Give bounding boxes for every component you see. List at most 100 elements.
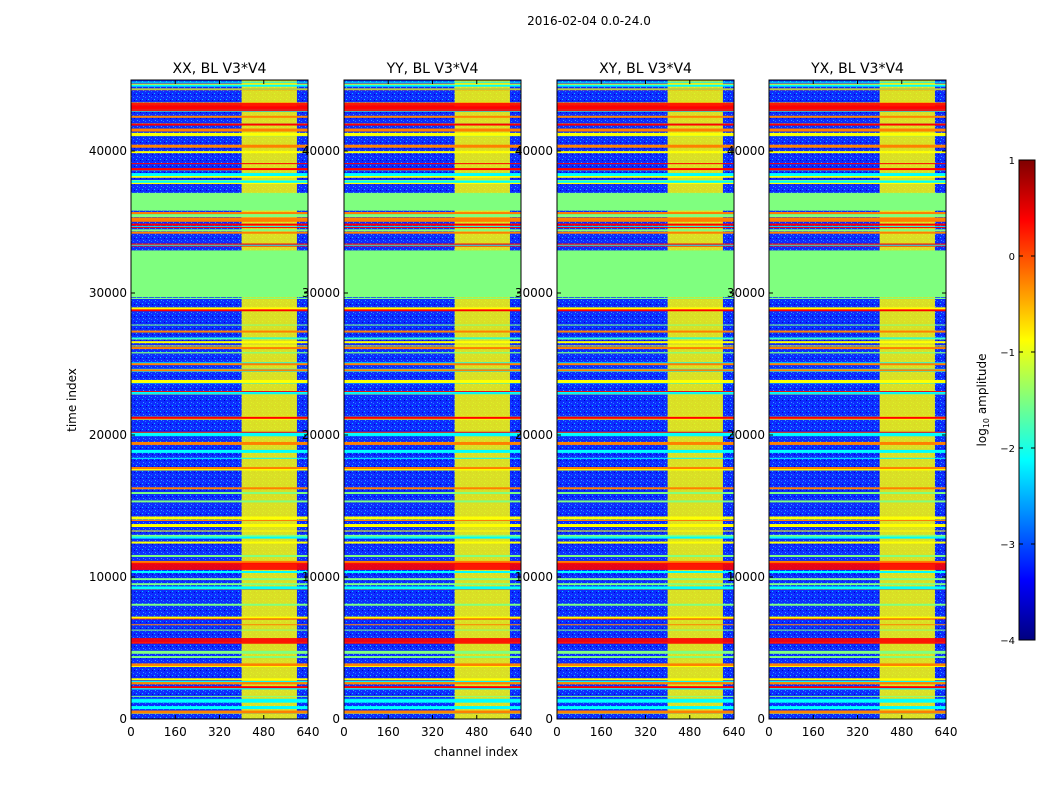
time-stripe: [131, 706, 308, 710]
time-stripe: [769, 487, 946, 490]
time-stripe: [769, 173, 946, 177]
time-stripe: [557, 650, 734, 654]
time-stripe: [769, 432, 946, 436]
time-stripe: [769, 710, 946, 714]
time-stripe: [131, 629, 308, 631]
time-stripe: [344, 650, 521, 654]
time-stripe: [557, 698, 734, 700]
x-tick-label: 640: [935, 725, 958, 739]
time-stripe: [557, 226, 734, 228]
time-stripe: [344, 123, 521, 126]
time-stripe: [769, 182, 946, 185]
high-amplitude-band: [344, 638, 521, 644]
time-stripe: [769, 431, 946, 433]
time-stripe: [131, 363, 308, 366]
time-stripe: [769, 168, 946, 171]
y-tick-label: 40000: [89, 144, 127, 158]
time-stripe: [557, 710, 734, 714]
time-stripe: [557, 457, 734, 459]
time-stripe: [344, 530, 521, 532]
time-stripe: [769, 665, 946, 667]
time-stripe: [769, 297, 946, 299]
flagged-time-range: [344, 193, 521, 211]
time-stripe: [131, 467, 308, 470]
y-tick-label: 20000: [515, 428, 553, 442]
time-stripe: [557, 182, 734, 185]
time-stripe: [557, 534, 734, 537]
time-stripe: [344, 341, 521, 344]
rfi-channel-band: [879, 80, 935, 719]
time-stripe: [769, 578, 946, 581]
time-stripe: [769, 536, 946, 539]
time-stripe: [557, 231, 734, 234]
time-stripe: [131, 487, 308, 490]
time-stripe: [131, 123, 308, 126]
time-stripe: [344, 586, 521, 590]
time-stripe: [131, 431, 308, 433]
time-stripe: [344, 324, 521, 326]
time-stripe: [557, 123, 734, 126]
time-stripe: [131, 681, 308, 685]
time-stripe: [344, 212, 521, 215]
time-stripe: [344, 457, 521, 459]
high-amplitude-band: [131, 102, 308, 112]
time-stripe: [557, 586, 734, 590]
time-stripe: [557, 687, 734, 690]
time-stripe: [557, 379, 734, 383]
time-stripe: [557, 681, 734, 683]
rfi-channel-band: [241, 80, 297, 719]
time-stripe: [769, 163, 946, 165]
time-stripe: [557, 297, 734, 299]
heatmap-panel-yx: YX, BL V3*V4 0 160 320 480 640 0 10000 20000 3000…: [727, 61, 958, 739]
y-tick-label: 30000: [727, 286, 765, 300]
time-stripe: [131, 168, 308, 171]
time-stripe: [557, 530, 734, 532]
time-stripe: [557, 227, 734, 229]
time-stripe: [557, 554, 734, 557]
flagged-time-range: [131, 250, 308, 298]
time-stripe: [131, 534, 308, 537]
time-stripe: [557, 699, 734, 703]
time-stripe: [131, 524, 308, 528]
time-stripe: [769, 524, 946, 528]
colorbar-gradient: [1018, 159, 1036, 641]
time-stripe: [344, 330, 521, 333]
time-stripe: [131, 603, 308, 606]
colorbar-tick-label: 1: [1009, 156, 1015, 167]
time-stripe: [131, 570, 308, 573]
time-stripe: [557, 487, 734, 490]
time-stripe: [769, 212, 946, 215]
time-stripe: [769, 560, 946, 564]
time-stripe: [131, 541, 308, 544]
time-stripe: [769, 449, 946, 453]
time-stripe: [131, 226, 308, 228]
time-stripe: [557, 341, 734, 344]
time-stripe: [344, 695, 521, 697]
time-stripe: [131, 624, 308, 626]
y-tick-label: 20000: [302, 428, 340, 442]
time-stripe: [131, 217, 308, 221]
time-stripe: [131, 393, 308, 395]
time-stripe: [769, 554, 946, 557]
colorbar-tick-label: −3: [1000, 540, 1015, 551]
time-stripe: [344, 681, 521, 685]
x-tick-label: 320: [421, 725, 444, 739]
time-stripe: [131, 244, 308, 246]
time-stripe: [769, 88, 946, 90]
time-stripe: [344, 431, 521, 433]
time-stripe: [344, 379, 521, 383]
time-stripe: [344, 182, 521, 185]
y-tick-label: 30000: [302, 286, 340, 300]
y-tick-label: 20000: [727, 428, 765, 442]
y-tick-label: 0: [119, 712, 127, 726]
time-stripe: [131, 115, 308, 118]
time-stripe: [557, 629, 734, 631]
time-stripe: [344, 180, 521, 183]
time-stripe: [344, 710, 521, 714]
time-stripe: [769, 345, 946, 347]
time-stripe: [344, 519, 521, 521]
time-stripe: [769, 586, 946, 590]
time-stripe: [769, 624, 946, 626]
time-stripe: [344, 345, 521, 347]
